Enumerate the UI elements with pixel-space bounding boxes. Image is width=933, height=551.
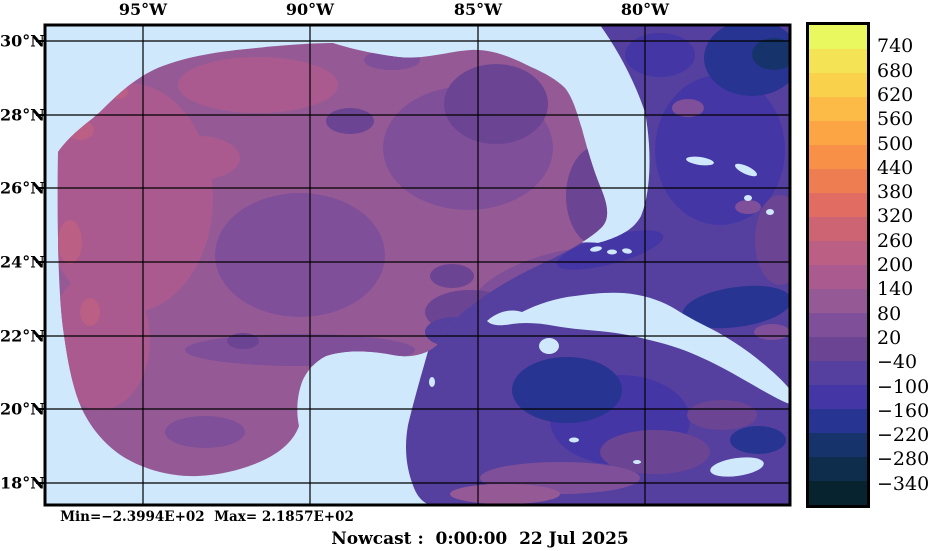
colorbar-tick-label: −160: [877, 399, 930, 422]
colorbar-tick-label: 200: [877, 254, 914, 276]
y-tick-label: 18°N: [0, 473, 45, 493]
map-frame: [43, 23, 792, 507]
jamaica-island: [710, 457, 764, 477]
colorbar-tick-label: 20: [877, 326, 902, 349]
y-tick-label: 30°N: [0, 31, 45, 51]
colorbar-segment: [809, 121, 867, 145]
colorbar-segment: [809, 97, 867, 121]
colorbar-segment: [809, 313, 867, 337]
florida-keys: [590, 246, 602, 252]
colorbar-segment: [809, 193, 867, 217]
colorbar-segment: [809, 241, 867, 265]
bahamas-island: [766, 209, 774, 215]
florida-keys: [607, 249, 617, 255]
y-tick-label: 24°N: [0, 252, 45, 272]
colorbar-segment: [809, 49, 867, 73]
colorbar-tick-label: 320: [877, 205, 914, 228]
cuba-island: [487, 292, 790, 404]
y-tick-label: 22°N: [0, 326, 45, 346]
gulf-value-patches: [57, 50, 608, 448]
colorbar-tick-label: 260: [877, 229, 914, 252]
colorbar-tick-label: −100: [877, 375, 930, 398]
x-tick-label: 95°W: [118, 0, 168, 19]
colorbar-segment: [809, 169, 867, 193]
colorbar-tick-label: 500: [877, 132, 914, 155]
colorbar-tick-label: 440: [877, 156, 914, 179]
colorbar-tick-label: 80: [877, 302, 902, 325]
x-tick-label: 85°W: [453, 0, 503, 19]
florida-keys: [622, 248, 632, 254]
colorbar-tick-label: 140: [877, 278, 914, 301]
colorbar-tick-label: −40: [877, 351, 918, 374]
x-tick-label: 90°W: [285, 0, 335, 19]
colorbar-segment: [809, 385, 867, 409]
cay-island: [569, 437, 579, 443]
colorbar-tick-label: 560: [877, 108, 914, 131]
colorbar-segment: [809, 265, 867, 289]
min-max-annotation: Min=−2.3994E+02 Max= 2.1857E+02: [60, 509, 354, 525]
colorbar-tick-label: −220: [877, 424, 930, 447]
colorbar-tick-label: 740: [877, 35, 914, 58]
colorbar-tick-label: 680: [877, 59, 914, 82]
colorbar-segment: [809, 25, 867, 49]
graticule-grid: [45, 25, 790, 505]
colorbar-segment: [809, 409, 867, 433]
colorbar-gradient: [806, 22, 870, 508]
colorbar-tick-label: −280: [877, 448, 930, 471]
colorbar-segment: [809, 433, 867, 457]
colorbar-segment: [809, 361, 867, 385]
colorbar-tick-label: −340: [877, 472, 930, 495]
nowcast-timestamp: Nowcast : 0:00:00 22 Jul 2025: [331, 529, 629, 549]
colorbar-segment: [809, 217, 867, 241]
colorbar-segment: [809, 457, 867, 481]
bahamas-island: [686, 156, 714, 166]
colorbar-tick-label: 620: [877, 83, 914, 106]
colorbar-segment: [809, 337, 867, 361]
y-tick-label: 20°N: [0, 399, 45, 419]
colorbar-tick-label: 380: [877, 181, 914, 204]
x-tick-label: 80°W: [620, 0, 670, 19]
colorbar-segment: [809, 73, 867, 97]
colorbar-segment: [809, 481, 867, 505]
y-tick-label: 26°N: [0, 178, 45, 198]
isle-of-youth-island: [539, 338, 559, 354]
cozumel-island: [429, 377, 435, 387]
bahamas-island: [734, 163, 758, 177]
islands: [429, 156, 790, 477]
y-tick-label: 28°N: [0, 105, 45, 125]
colorbar-segment: [809, 145, 867, 169]
colorbar-segment: [809, 289, 867, 313]
cay-island: [633, 460, 641, 464]
bahamas-island: [744, 195, 752, 201]
